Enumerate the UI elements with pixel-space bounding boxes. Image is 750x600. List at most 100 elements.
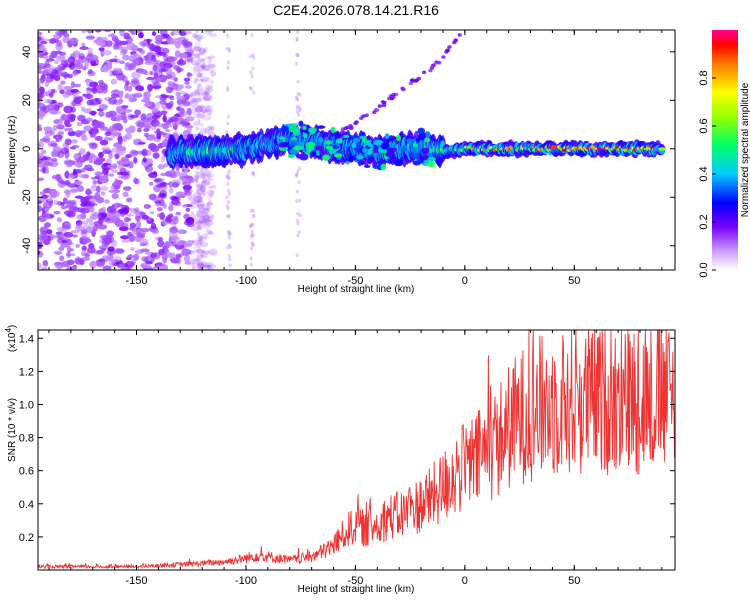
faint-streak xyxy=(298,213,302,218)
noise-speckle xyxy=(65,161,73,168)
noise-speckle xyxy=(57,201,63,206)
band-scatter xyxy=(363,164,371,168)
noise-speckle xyxy=(205,68,214,72)
noise-speckle xyxy=(72,99,77,107)
noise-speckle xyxy=(143,103,152,107)
noise-speckle xyxy=(86,151,91,157)
faint-streak xyxy=(198,223,202,228)
noise-speckle xyxy=(49,190,60,198)
noise-speckle xyxy=(89,54,99,61)
noise-speckle xyxy=(160,156,165,163)
noise-speckle xyxy=(50,151,57,158)
noise-speckle xyxy=(187,195,197,202)
noise-speckle xyxy=(204,84,213,90)
snr-plot: -150 -100 -50 0 50 0.2 0.4 0.6 0.8 1.0 1.2 1.4 Hei… xyxy=(4,325,676,595)
noise-speckle xyxy=(163,63,173,69)
noise-speckle xyxy=(118,60,125,64)
noise-speckle xyxy=(111,193,119,200)
band-scatter xyxy=(322,154,331,161)
faint-streak xyxy=(298,108,302,113)
faint-streak xyxy=(228,257,232,262)
rising-branch-mark xyxy=(447,45,452,49)
faint-streak xyxy=(296,79,300,84)
noise-speckle xyxy=(121,105,129,109)
noise-speckle xyxy=(116,212,121,218)
noise-speckle xyxy=(41,267,48,270)
faint-streak xyxy=(197,265,201,270)
rising-branch-mark xyxy=(441,55,446,59)
noise-speckle xyxy=(205,213,216,219)
noise-speckle xyxy=(124,92,130,98)
noise-speckle xyxy=(127,231,133,237)
noise-speckle xyxy=(191,92,197,96)
noise-speckle xyxy=(45,65,54,71)
band-scatter xyxy=(373,139,384,146)
noise-speckle xyxy=(114,41,125,45)
noise-speckle xyxy=(172,38,182,45)
noise-speckle xyxy=(198,47,207,54)
noise-speckle xyxy=(177,194,183,198)
band-scatter xyxy=(380,142,390,149)
noise-speckle xyxy=(197,260,207,268)
noise-speckle xyxy=(132,59,140,64)
band-scatter xyxy=(384,133,390,140)
faint-streak xyxy=(249,54,253,59)
faint-streak xyxy=(250,74,254,79)
noise-speckle xyxy=(125,260,135,268)
noise-speckle xyxy=(208,32,218,38)
noise-speckle xyxy=(60,80,66,85)
noise-speckle xyxy=(167,80,174,88)
noise-speckle xyxy=(66,113,77,120)
noise-speckle xyxy=(199,241,209,248)
noise-speckle xyxy=(165,86,174,94)
noise-speckle xyxy=(133,157,138,164)
faint-streak xyxy=(197,73,201,78)
noise-speckle xyxy=(181,120,187,127)
noise-speckle xyxy=(122,191,129,198)
faint-streak xyxy=(197,54,200,59)
noise-speckle xyxy=(207,189,215,196)
noise-speckle xyxy=(122,186,132,191)
noise-speckle xyxy=(206,264,217,269)
noise-speckle xyxy=(116,145,127,152)
noise-speckle xyxy=(199,237,204,245)
noise-speckle xyxy=(158,192,167,198)
noise-speckle xyxy=(146,76,155,81)
noise-speckle xyxy=(143,122,152,129)
spectrogram-x-ticks: -150 -100 -50 0 50 xyxy=(48,30,663,287)
noise-speckle xyxy=(86,87,91,91)
noise-speckle xyxy=(207,55,216,59)
noise-speckle xyxy=(165,218,173,223)
noise-speckle xyxy=(44,59,50,67)
noise-speckle xyxy=(42,202,53,209)
noise-speckle xyxy=(128,94,136,103)
noise-speckle xyxy=(106,40,113,48)
noise-speckle xyxy=(127,254,134,259)
band-scatter xyxy=(424,137,431,143)
band-scatter xyxy=(426,131,431,138)
band-scatter xyxy=(352,137,361,143)
noise-speckle xyxy=(152,82,161,90)
noise-speckle xyxy=(198,49,206,55)
noise-speckle xyxy=(38,45,47,54)
noise-speckle xyxy=(207,57,213,65)
noise-speckle xyxy=(168,187,174,194)
faint-streak xyxy=(227,214,231,219)
noise-speckle xyxy=(165,120,172,125)
noise-speckle xyxy=(173,113,181,118)
noise-speckle xyxy=(81,132,87,139)
faint-streak xyxy=(295,189,299,194)
noise-speckle xyxy=(153,72,159,80)
noise-speckle xyxy=(57,83,63,92)
noise-speckle xyxy=(63,119,70,126)
rising-branch-mark xyxy=(435,60,440,65)
noise-speckle xyxy=(185,85,192,89)
noise-speckle xyxy=(159,182,165,188)
spectrogram-frame xyxy=(37,29,676,271)
noise-speckle xyxy=(72,71,79,76)
noise-speckle xyxy=(41,194,50,199)
noise-speckle xyxy=(102,149,112,155)
noise-speckle xyxy=(157,237,163,241)
spectrogram-x-tick-label: -150 xyxy=(125,275,147,287)
noise-speckle xyxy=(202,176,208,184)
